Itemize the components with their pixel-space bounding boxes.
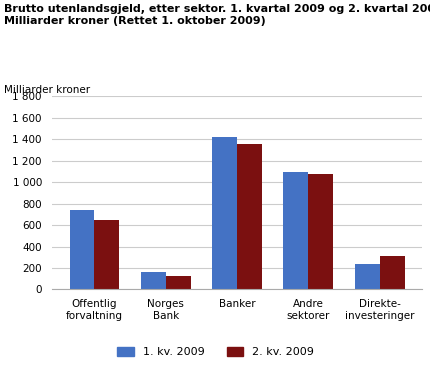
Bar (69, 210, 94, 289)
Bar (354, 264, 379, 289)
Bar (94, 220, 119, 289)
Legend: 1. kv. 2009, 2. kv. 2009: 1. kv. 2009, 2. kv. 2009 (112, 342, 318, 362)
Bar (212, 137, 237, 289)
Bar (166, 276, 190, 289)
Bar (379, 256, 404, 289)
Text: Brutto utenlandsgjeld, etter sektor. 1. kvartal 2009 og 2. kvartal 2009.
Milliar: Brutto utenlandsgjeld, etter sektor. 1. … (4, 4, 430, 26)
Bar (141, 272, 166, 289)
Text: Milliarder kroner: Milliarder kroner (4, 85, 90, 95)
Bar (283, 172, 307, 289)
Bar (307, 174, 332, 289)
Bar (237, 144, 261, 289)
